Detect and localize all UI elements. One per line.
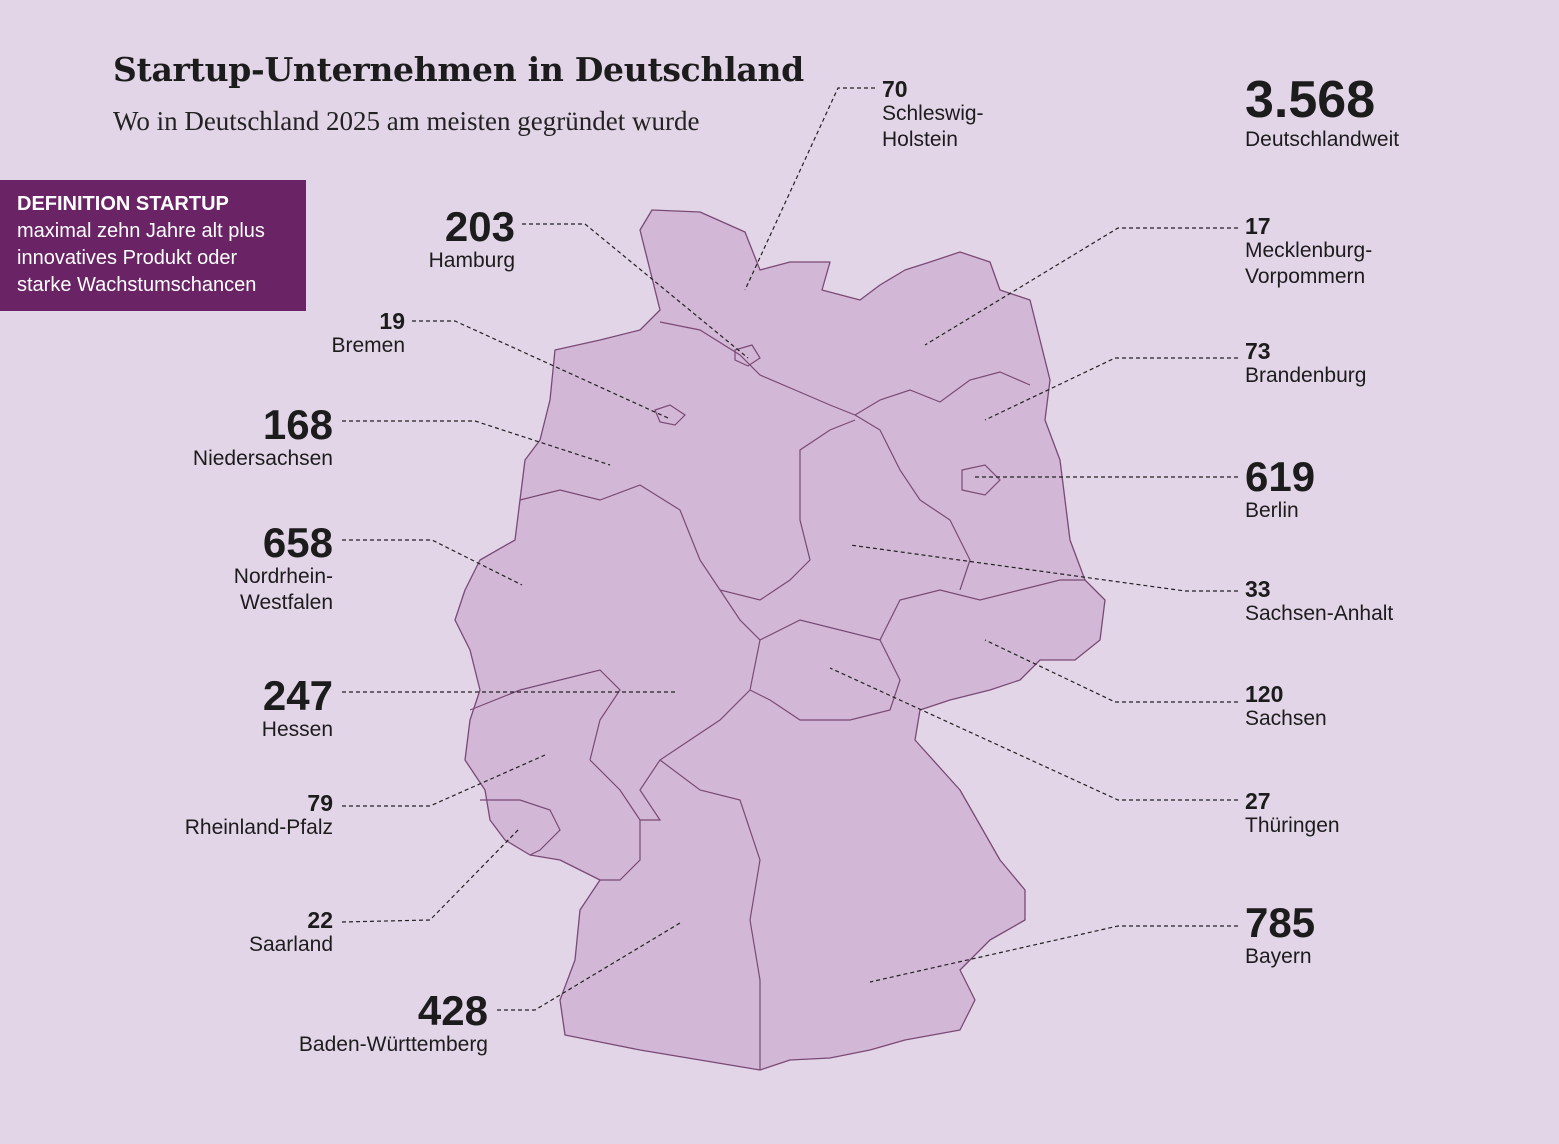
total-label: Deutschlandweit: [1245, 128, 1400, 151]
state-value: 619: [1245, 453, 1316, 500]
leader-line-th-ringen: [829, 667, 1238, 801]
state-name: Baden-Württemberg: [298, 1033, 488, 1056]
leader-line-niedersachsen: [342, 420, 611, 466]
state-label-th-ringen: 27 Thüringen: [1245, 790, 1340, 839]
state-name: Sachsen-Anhalt: [1245, 602, 1394, 625]
leader-line-baden-w-rttemberg: [497, 922, 681, 1011]
state-value: 17: [1245, 213, 1271, 239]
state-label-saarland: 22 Saarland: [249, 909, 333, 958]
state-name: Bayern: [1245, 945, 1312, 968]
state-value: 19: [379, 308, 405, 334]
state-name: Niedersachsen: [192, 447, 333, 470]
leader-line-hamburg: [522, 223, 749, 359]
leader-line-bayern: [869, 925, 1238, 983]
state-name: Rheinland-Pfalz: [184, 816, 333, 839]
definition-line: maximal zehn Jahre alt plus: [17, 220, 265, 242]
leader-line-sachsen-anhalt: [849, 544, 1238, 592]
page-subtitle: Wo in Deutschland 2025 am meisten gegrün…: [113, 106, 700, 136]
state-name: Saarland: [248, 933, 333, 956]
state-label-niedersachsen: 168 Niedersachsen: [193, 404, 333, 472]
leader-line-rheinland-pfalz: [342, 754, 546, 807]
state-label-brandenburg: 73 Brandenburg: [1245, 340, 1366, 389]
definition-box: DEFINITION STARTUP maximal zehn Jahre al…: [0, 180, 306, 311]
state-name: Bremen: [331, 334, 405, 357]
state-value: 247: [262, 672, 333, 719]
state-label-hamburg: 203 Hamburg: [429, 206, 515, 274]
leader-line-bremen: [412, 320, 669, 419]
state-value: 203: [444, 203, 515, 250]
state-value: 33: [1245, 576, 1271, 602]
state-label-berlin: 619 Berlin: [1245, 456, 1315, 524]
leader-line-mecklenburg-vorpommern: [924, 227, 1238, 346]
state-value: 785: [1245, 899, 1316, 946]
definition-line: innovatives Produkt oder: [17, 247, 238, 269]
state-name: Brandenburg: [1245, 364, 1367, 387]
total-count: 3.568 Deutschlandweit: [1245, 74, 1399, 152]
state-name: Berlin: [1245, 499, 1299, 522]
state-value: 70: [882, 76, 908, 102]
leader-lines: [341, 87, 1238, 1011]
state-label-sachsen-anhalt: 33 Sachsen-Anhalt: [1245, 578, 1393, 627]
state-label-nordrhein-westfalen: 658 Nordrhein- Westfalen: [234, 522, 333, 616]
page-title: Startup-Unternehmen in Deutschland: [113, 50, 804, 89]
state-name: Schleswig- Holstein: [882, 102, 984, 151]
state-label-schleswig-holstein: 70 Schleswig- Holstein: [882, 78, 984, 153]
state-value: 73: [1245, 338, 1271, 364]
state-name: Sachsen: [1245, 707, 1327, 730]
leader-line-nordrhein-westfalen: [342, 539, 523, 586]
state-value: 168: [262, 401, 333, 448]
state-value: 428: [417, 987, 488, 1034]
state-label-baden-w-rttemberg: 428 Baden-Württemberg: [299, 990, 488, 1058]
state-value: 120: [1245, 681, 1284, 707]
state-value: 79: [307, 790, 333, 816]
state-name: Thüringen: [1245, 814, 1340, 837]
definition-line: starke Wachstumschancen: [17, 274, 257, 296]
state-label-bremen: 19 Bremen: [331, 310, 405, 359]
state-label-hessen: 247 Hessen: [262, 675, 333, 743]
state-borders: [469, 321, 1085, 1070]
state-label-bayern: 785 Bayern: [1245, 902, 1315, 970]
state-name: Hamburg: [428, 249, 515, 272]
leader-line-schleswig-holstein: [744, 87, 875, 291]
definition-heading: DEFINITION STARTUP: [17, 193, 229, 215]
state-value: 27: [1245, 788, 1271, 814]
state-name: Nordrhein- Westfalen: [233, 565, 333, 614]
leader-line-brandenburg: [984, 357, 1238, 421]
total-value: 3.568: [1245, 71, 1376, 129]
leader-line-sachsen: [984, 639, 1238, 703]
state-value: 22: [307, 907, 333, 933]
state-name: Hessen: [261, 718, 333, 741]
state-name: Mecklenburg- Vorpommern: [1245, 239, 1373, 288]
leader-line-saarland: [341, 827, 521, 923]
state-label-sachsen: 120 Sachsen: [1245, 683, 1327, 732]
state-label-rheinland-pfalz: 79 Rheinland-Pfalz: [185, 792, 333, 841]
state-value: 658: [262, 519, 333, 566]
germany-outline: [454, 209, 1106, 1071]
state-label-mecklenburg-vorpommern: 17 Mecklenburg- Vorpommern: [1245, 215, 1372, 290]
